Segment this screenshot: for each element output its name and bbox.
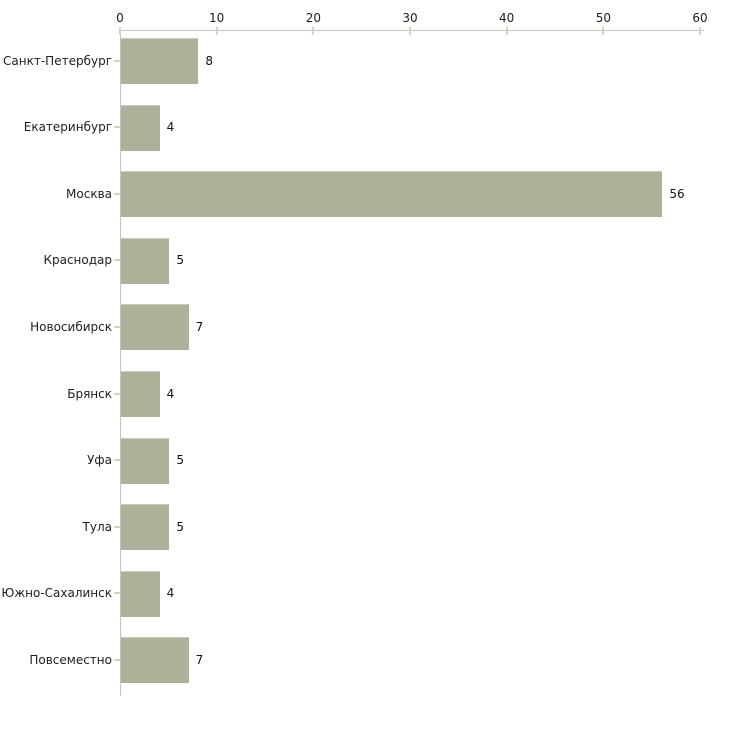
x-tick-label: 20 [305, 11, 321, 25]
x-tick-mark [602, 27, 605, 35]
bar [121, 237, 170, 284]
y-tick-mark [114, 459, 120, 462]
y-tick-mark [114, 525, 120, 528]
x-tick-mark [505, 27, 508, 35]
category-label: Краснодар [43, 253, 112, 268]
x-axis-line [120, 30, 704, 31]
value-label: 4 [166, 586, 175, 601]
x-tick-label: 0 [116, 11, 124, 25]
category-label: Уфа [87, 453, 112, 468]
bar [121, 437, 170, 484]
y-tick-mark [114, 259, 120, 262]
y-tick-mark [114, 192, 120, 195]
x-tick-mark [312, 27, 315, 35]
value-label: 7 [195, 319, 204, 334]
category-label: Новосибирск [30, 319, 112, 334]
value-label: 4 [166, 386, 175, 401]
category-label: Санкт-Петербург [3, 53, 112, 68]
bar [121, 38, 199, 84]
bar [121, 570, 160, 617]
value-label: 7 [195, 652, 204, 667]
y-tick-mark [114, 658, 120, 661]
x-tick-mark [215, 27, 218, 35]
y-axis-line [120, 30, 121, 696]
x-tick-label: 40 [499, 11, 515, 25]
category-label: Южно-Сахалинск [1, 586, 112, 601]
category-label: Москва [66, 186, 112, 201]
x-tick-label: 10 [209, 11, 225, 25]
bar [121, 304, 189, 351]
value-label: 5 [176, 253, 184, 268]
value-label: 56 [669, 186, 685, 201]
bar [121, 371, 160, 417]
y-tick-mark [114, 392, 120, 395]
value-label: 5 [176, 519, 184, 534]
value-label: 5 [176, 453, 184, 468]
y-tick-mark [114, 325, 120, 328]
value-label: 8 [205, 53, 213, 68]
bar [121, 104, 160, 151]
bar [121, 637, 189, 684]
category-label: Повсеместно [29, 652, 112, 667]
y-tick-mark [114, 592, 120, 595]
x-tick-mark [119, 27, 121, 35]
x-tick-mark [699, 27, 701, 35]
category-label: Тула [82, 519, 112, 534]
x-tick-label: 60 [692, 11, 708, 25]
bar [121, 504, 170, 551]
y-tick-mark [114, 59, 120, 62]
x-tick-label: 50 [595, 11, 611, 25]
y-tick-mark [114, 126, 120, 129]
x-tick-label: 30 [402, 11, 418, 25]
bar [121, 171, 663, 218]
category-label: Брянск [67, 386, 112, 401]
value-label: 4 [166, 120, 175, 135]
category-label: Екатеринбург [23, 120, 112, 135]
x-tick-mark [409, 27, 411, 35]
